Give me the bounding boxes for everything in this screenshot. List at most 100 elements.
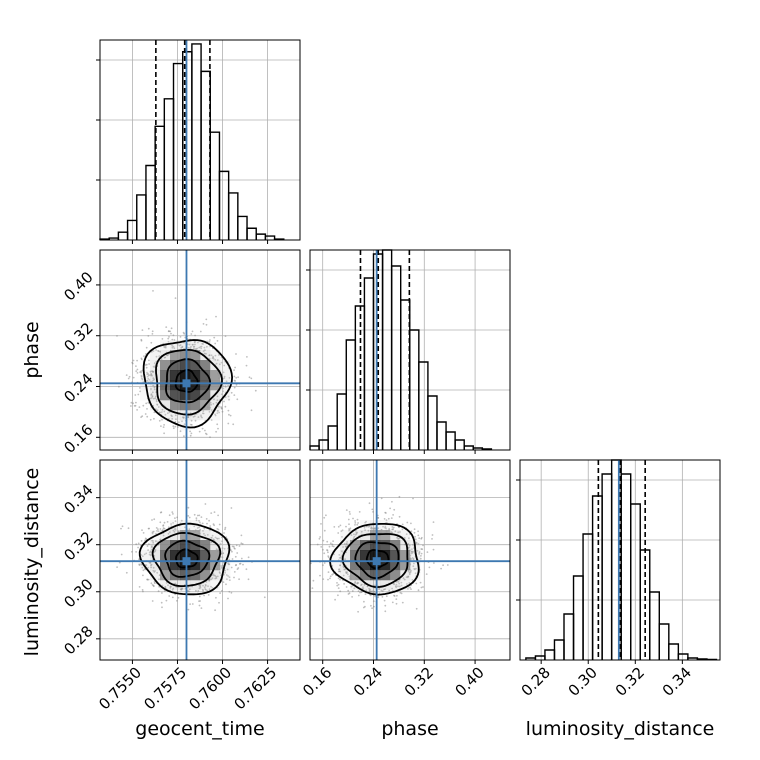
density-cell <box>200 570 211 581</box>
density-cell <box>170 350 181 361</box>
scatter-point <box>142 532 145 534</box>
scatter-point <box>411 550 413 553</box>
scatter-point <box>172 345 175 348</box>
scatter-point <box>357 594 360 597</box>
scatter-point <box>134 404 137 407</box>
scatter-point <box>151 519 153 521</box>
scatter-point <box>168 531 171 533</box>
scatter-point <box>431 538 433 540</box>
scatter-point <box>336 582 338 584</box>
scatter-point <box>203 346 206 349</box>
scatter-point <box>152 350 155 352</box>
scatter-point <box>372 600 375 603</box>
density-cell <box>160 580 171 591</box>
density-cell <box>370 570 381 581</box>
scatter-point <box>150 341 153 344</box>
scatter-point <box>320 523 322 525</box>
scatter-point <box>327 578 329 581</box>
density-cell <box>190 370 201 381</box>
scatter-point <box>350 585 353 588</box>
scatter-point <box>161 592 163 594</box>
density-cell <box>200 410 211 421</box>
scatter-point <box>234 547 236 550</box>
scatter-point <box>410 530 413 533</box>
scatter-point <box>161 338 164 340</box>
scatter-point <box>194 343 196 346</box>
scatter-point <box>211 534 214 537</box>
scatter-point <box>377 596 380 599</box>
scatter-point <box>156 409 159 412</box>
scatter-point <box>216 395 219 398</box>
scatter-point <box>354 533 357 536</box>
scatter-point <box>154 549 157 551</box>
scatter-point <box>228 377 231 379</box>
scatter-point <box>231 550 233 553</box>
scatter-point <box>217 405 220 408</box>
scatter-point <box>263 596 266 599</box>
scatter-point <box>181 416 184 419</box>
scatter-point <box>193 347 195 350</box>
scatter-point <box>142 590 144 593</box>
scatter-point <box>162 527 165 529</box>
density-cell <box>410 560 421 571</box>
scatter-point <box>191 343 194 346</box>
density-cell <box>360 550 371 561</box>
scatter-point <box>158 411 161 414</box>
scatter-point <box>159 528 162 530</box>
scatter-point <box>381 590 384 592</box>
scatter-point <box>163 356 166 359</box>
scatter-point <box>227 384 230 387</box>
scatter-point <box>342 566 345 569</box>
scatter-point <box>341 550 343 553</box>
scatter-point <box>421 548 424 551</box>
scatter-point <box>228 576 231 579</box>
scatter-point <box>348 523 350 526</box>
scatter-point <box>166 521 169 523</box>
scatter-point <box>206 522 208 525</box>
scatter-point <box>227 597 229 600</box>
scatter-point <box>188 528 191 531</box>
density-cell <box>160 410 171 421</box>
scatter-point <box>174 425 177 428</box>
scatter-point <box>400 584 403 587</box>
scatter-point <box>236 398 239 401</box>
scatter-point <box>156 403 159 406</box>
scatter-point <box>327 551 329 554</box>
scatter-point <box>228 413 230 416</box>
contour-line <box>138 522 231 596</box>
scatter-point <box>202 350 205 352</box>
scatter-point <box>365 589 368 592</box>
scatter-point <box>410 522 412 525</box>
scatter-point <box>200 347 203 350</box>
scatter-point <box>168 336 170 338</box>
density-cell <box>200 530 211 541</box>
scatter-point <box>202 584 204 587</box>
scatter-point <box>225 380 228 383</box>
scatter-point <box>144 539 146 542</box>
scatter-point <box>202 530 204 532</box>
scatter-point <box>225 574 228 576</box>
scatter-point <box>201 416 203 419</box>
scatter-point <box>147 578 150 581</box>
scatter-point <box>120 553 123 556</box>
scatter-point <box>218 411 221 414</box>
scatter-point <box>167 353 170 356</box>
scatter-point <box>411 579 414 581</box>
scatter-point <box>157 350 160 353</box>
density-cell <box>220 370 231 381</box>
scatter-point <box>218 601 220 604</box>
scatter-point <box>221 547 224 549</box>
scatter-point <box>226 568 229 571</box>
density-cell <box>170 410 181 421</box>
scatter-point <box>220 565 223 567</box>
density-cell <box>150 570 161 581</box>
density-cell <box>190 410 201 421</box>
scatter-point <box>331 543 334 546</box>
scatter-point <box>202 343 205 345</box>
scatter-point <box>141 555 144 558</box>
scatter-point <box>146 408 148 410</box>
scatter-point <box>236 552 239 554</box>
scatter-point <box>356 582 359 585</box>
density-cell <box>340 540 351 551</box>
scatter-point <box>354 524 356 526</box>
